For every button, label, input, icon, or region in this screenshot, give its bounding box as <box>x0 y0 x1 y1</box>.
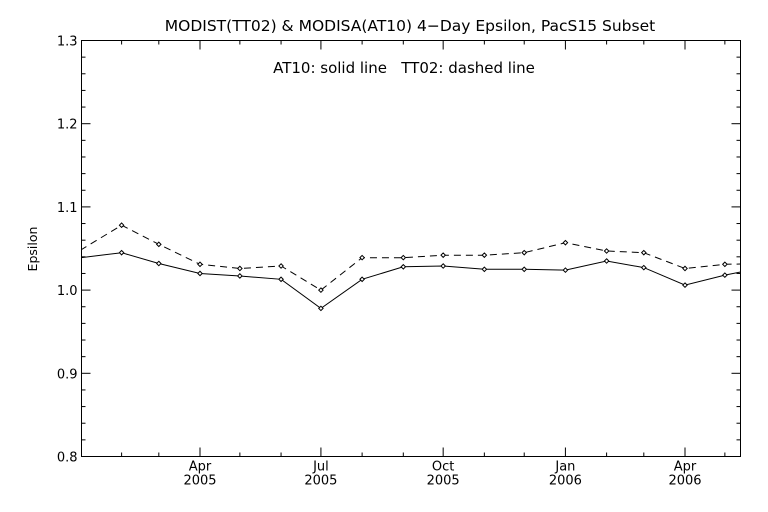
x-tick-label-month: Jul <box>312 460 329 475</box>
at10-point <box>603 258 610 264</box>
x-tick-label-year: 2005 <box>427 474 460 489</box>
at10-point <box>640 264 647 271</box>
y-tick-label: 0.9 <box>57 367 78 382</box>
at10-point <box>118 249 125 256</box>
at10-solid-line <box>81 252 741 310</box>
at10-point <box>278 276 284 283</box>
at10-point <box>155 260 162 267</box>
tt02-point <box>400 254 407 261</box>
tt02-point <box>197 261 203 268</box>
tt02-point <box>318 287 324 294</box>
tt02-dashed-line <box>81 224 741 291</box>
tt02-point <box>640 249 647 256</box>
tt02-point <box>440 252 447 259</box>
x-tick-label-month: Jan <box>554 460 575 475</box>
at10-point <box>721 272 728 279</box>
at10-point <box>562 267 569 274</box>
x-tick-label-year: 2006 <box>549 474 582 489</box>
at10-point <box>236 273 243 279</box>
at10-point <box>197 270 203 277</box>
y-tick-label: 1.2 <box>57 118 78 133</box>
x-tick-label-month: Oct <box>432 460 454 475</box>
x-tick-label-month: Apr <box>674 460 697 475</box>
y-tick-label: 1.1 <box>57 201 78 216</box>
series-layer <box>81 222 741 312</box>
y-tick-label: 1.0 <box>57 284 78 299</box>
y-tick-label: 1.3 <box>57 35 78 50</box>
y-axis-label: Epsilon <box>25 227 40 272</box>
tt02-point <box>155 241 162 248</box>
tt02-point <box>278 263 284 269</box>
chart-title: MODIST(TT02) & MODISA(AT10) 4−Day Epsilo… <box>165 17 655 35</box>
x-tick-label-year: 2005 <box>183 474 216 489</box>
at10-point <box>440 263 447 269</box>
tt02-point <box>682 265 688 272</box>
at10-point <box>682 282 688 289</box>
y-tick-label: 0.8 <box>57 451 78 466</box>
at10-point <box>318 305 324 312</box>
y-axis: 0.8 0.9 1.0 1.1 1.2 1.3 <box>57 35 741 466</box>
at10-point <box>521 266 528 273</box>
x-tick-label-year: 2005 <box>304 474 337 489</box>
plot-frame <box>81 40 741 457</box>
tt02-point <box>481 252 488 259</box>
at10-point <box>481 266 488 273</box>
at10-point <box>359 276 366 283</box>
tt02-point <box>721 261 728 268</box>
x-tick-label-year: 2006 <box>668 474 701 489</box>
tt02-point <box>118 222 125 229</box>
chart-annotation: AT10: solid line TT02: dashed line <box>273 59 535 77</box>
tt02-point <box>521 249 528 256</box>
tt02-point <box>603 248 610 254</box>
tt02-point <box>236 265 243 272</box>
x-tick-label-month: Apr <box>189 460 212 475</box>
at10-point <box>400 263 407 270</box>
tt02-point <box>562 239 569 246</box>
tt02-point <box>359 254 366 261</box>
